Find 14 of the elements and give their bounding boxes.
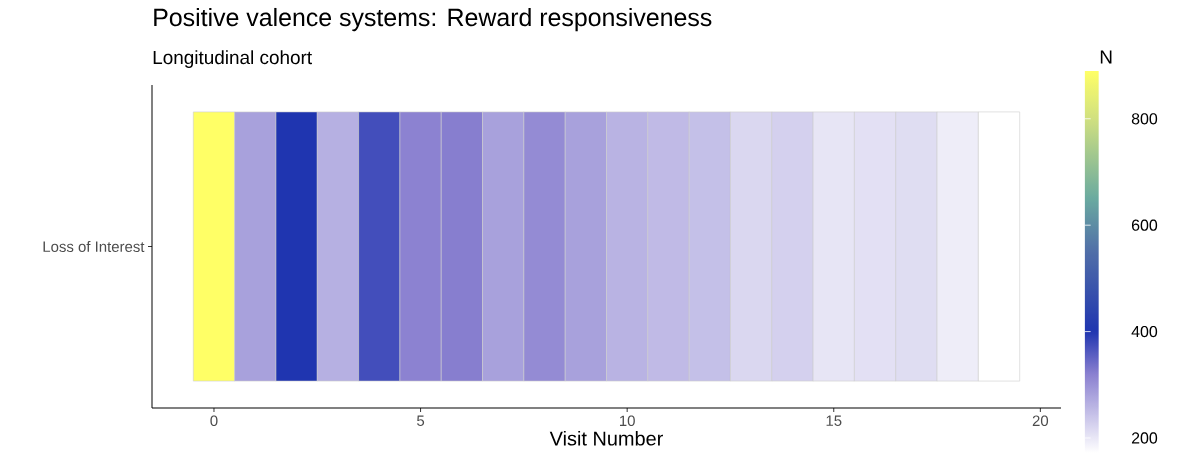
color-bar-title: N (1100, 50, 1112, 64)
x-axis-title: Visit Number (549, 430, 663, 446)
color-bar-label: 400 (1131, 325, 1158, 338)
x-tick-label: 0 (210, 415, 218, 427)
y-tick-label: Loss of Interest (43, 241, 145, 252)
color-bar-label: 200 (1131, 432, 1158, 444)
chart-subtitle: Longitudinal cohort (153, 50, 312, 68)
x-tick-label: 15 (826, 415, 842, 426)
color-bar-label: 600 (1131, 219, 1158, 231)
chart-title: Positive valence systems: Reward responsiveness (154, 7, 712, 32)
color-bar-label: 800 (1131, 113, 1158, 125)
x-tick-label: 20 (1032, 415, 1049, 427)
x-tick-label: 10 (619, 415, 635, 427)
x-tick-label: 5 (417, 415, 425, 426)
